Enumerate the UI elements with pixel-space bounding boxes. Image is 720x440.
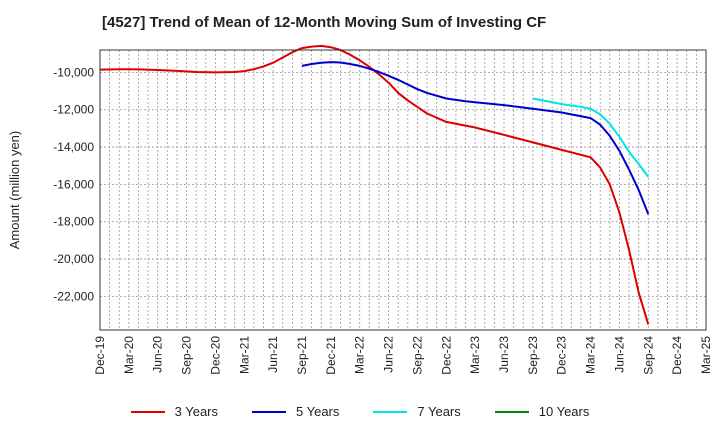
x-tick-label: Mar-23: [468, 336, 482, 374]
legend-label: 5 Years: [296, 404, 340, 419]
x-tick-label: Dec-22: [439, 336, 453, 375]
x-tick-label: Dec-24: [670, 336, 684, 375]
legend-label: 10 Years: [538, 404, 590, 419]
legend-item: 3 Years: [130, 404, 218, 419]
y-tick-label: -20,000: [53, 252, 94, 266]
x-tick-label: Dec-19: [93, 336, 107, 375]
x-tick-label: Mar-20: [122, 336, 136, 374]
x-tick-label: Mar-24: [584, 336, 598, 374]
x-tick-label: Mar-21: [237, 336, 251, 374]
legend-swatch: [373, 410, 408, 413]
legend-swatch: [130, 410, 165, 413]
x-tick-label: Jun-20: [151, 336, 165, 373]
legend: 3 Years 5 Years 7 Years 10 Years: [0, 404, 720, 419]
legend-swatch: [252, 410, 286, 413]
legend-item: 10 Years: [494, 404, 590, 419]
y-tick-label: -12,000: [53, 103, 94, 117]
series-line-3-years: [99, 44, 650, 325]
legend-label: 7 Years: [417, 404, 461, 419]
series-line-7-years: [532, 97, 650, 178]
x-tick-label: Sep-23: [526, 336, 540, 375]
x-tick-label: Mar-22: [353, 336, 367, 374]
legend-swatch: [494, 410, 529, 413]
legend-item: 5 Years: [252, 404, 339, 419]
series-line-5-years: [301, 61, 650, 215]
x-tick-label: Sep-22: [410, 336, 424, 375]
x-tick-label: Jun-23: [497, 336, 511, 373]
x-tick-label: Jun-24: [612, 336, 626, 373]
chart-title: [4527] Trend of Mean of 12-Month Moving …: [102, 14, 547, 31]
legend-label: 3 Years: [174, 404, 218, 419]
y-tick-label: -18,000: [53, 215, 94, 229]
x-tick-label: Dec-23: [555, 336, 569, 375]
x-tick-label: Sep-21: [295, 336, 309, 375]
x-tick-label: Dec-21: [324, 336, 338, 375]
plot-frame: [99, 49, 707, 331]
x-tick-label: Mar-25: [699, 336, 713, 374]
x-tick-label: Sep-24: [641, 336, 655, 375]
plot-background: [100, 50, 706, 330]
y-tick-label: -10,000: [53, 65, 94, 79]
x-tick-label: Dec-20: [208, 336, 222, 375]
y-tick-label: -22,000: [53, 289, 94, 303]
y-tick-label: -16,000: [53, 177, 94, 191]
legend-item: 7 Years: [373, 404, 461, 419]
x-tick-label: Jun-22: [382, 336, 396, 373]
x-tick-label: Jun-21: [266, 336, 280, 373]
y-tick-label: -14,000: [53, 140, 94, 154]
x-tick-label: Sep-20: [180, 336, 194, 375]
y-axis-label: Amount (million yen): [7, 131, 22, 250]
